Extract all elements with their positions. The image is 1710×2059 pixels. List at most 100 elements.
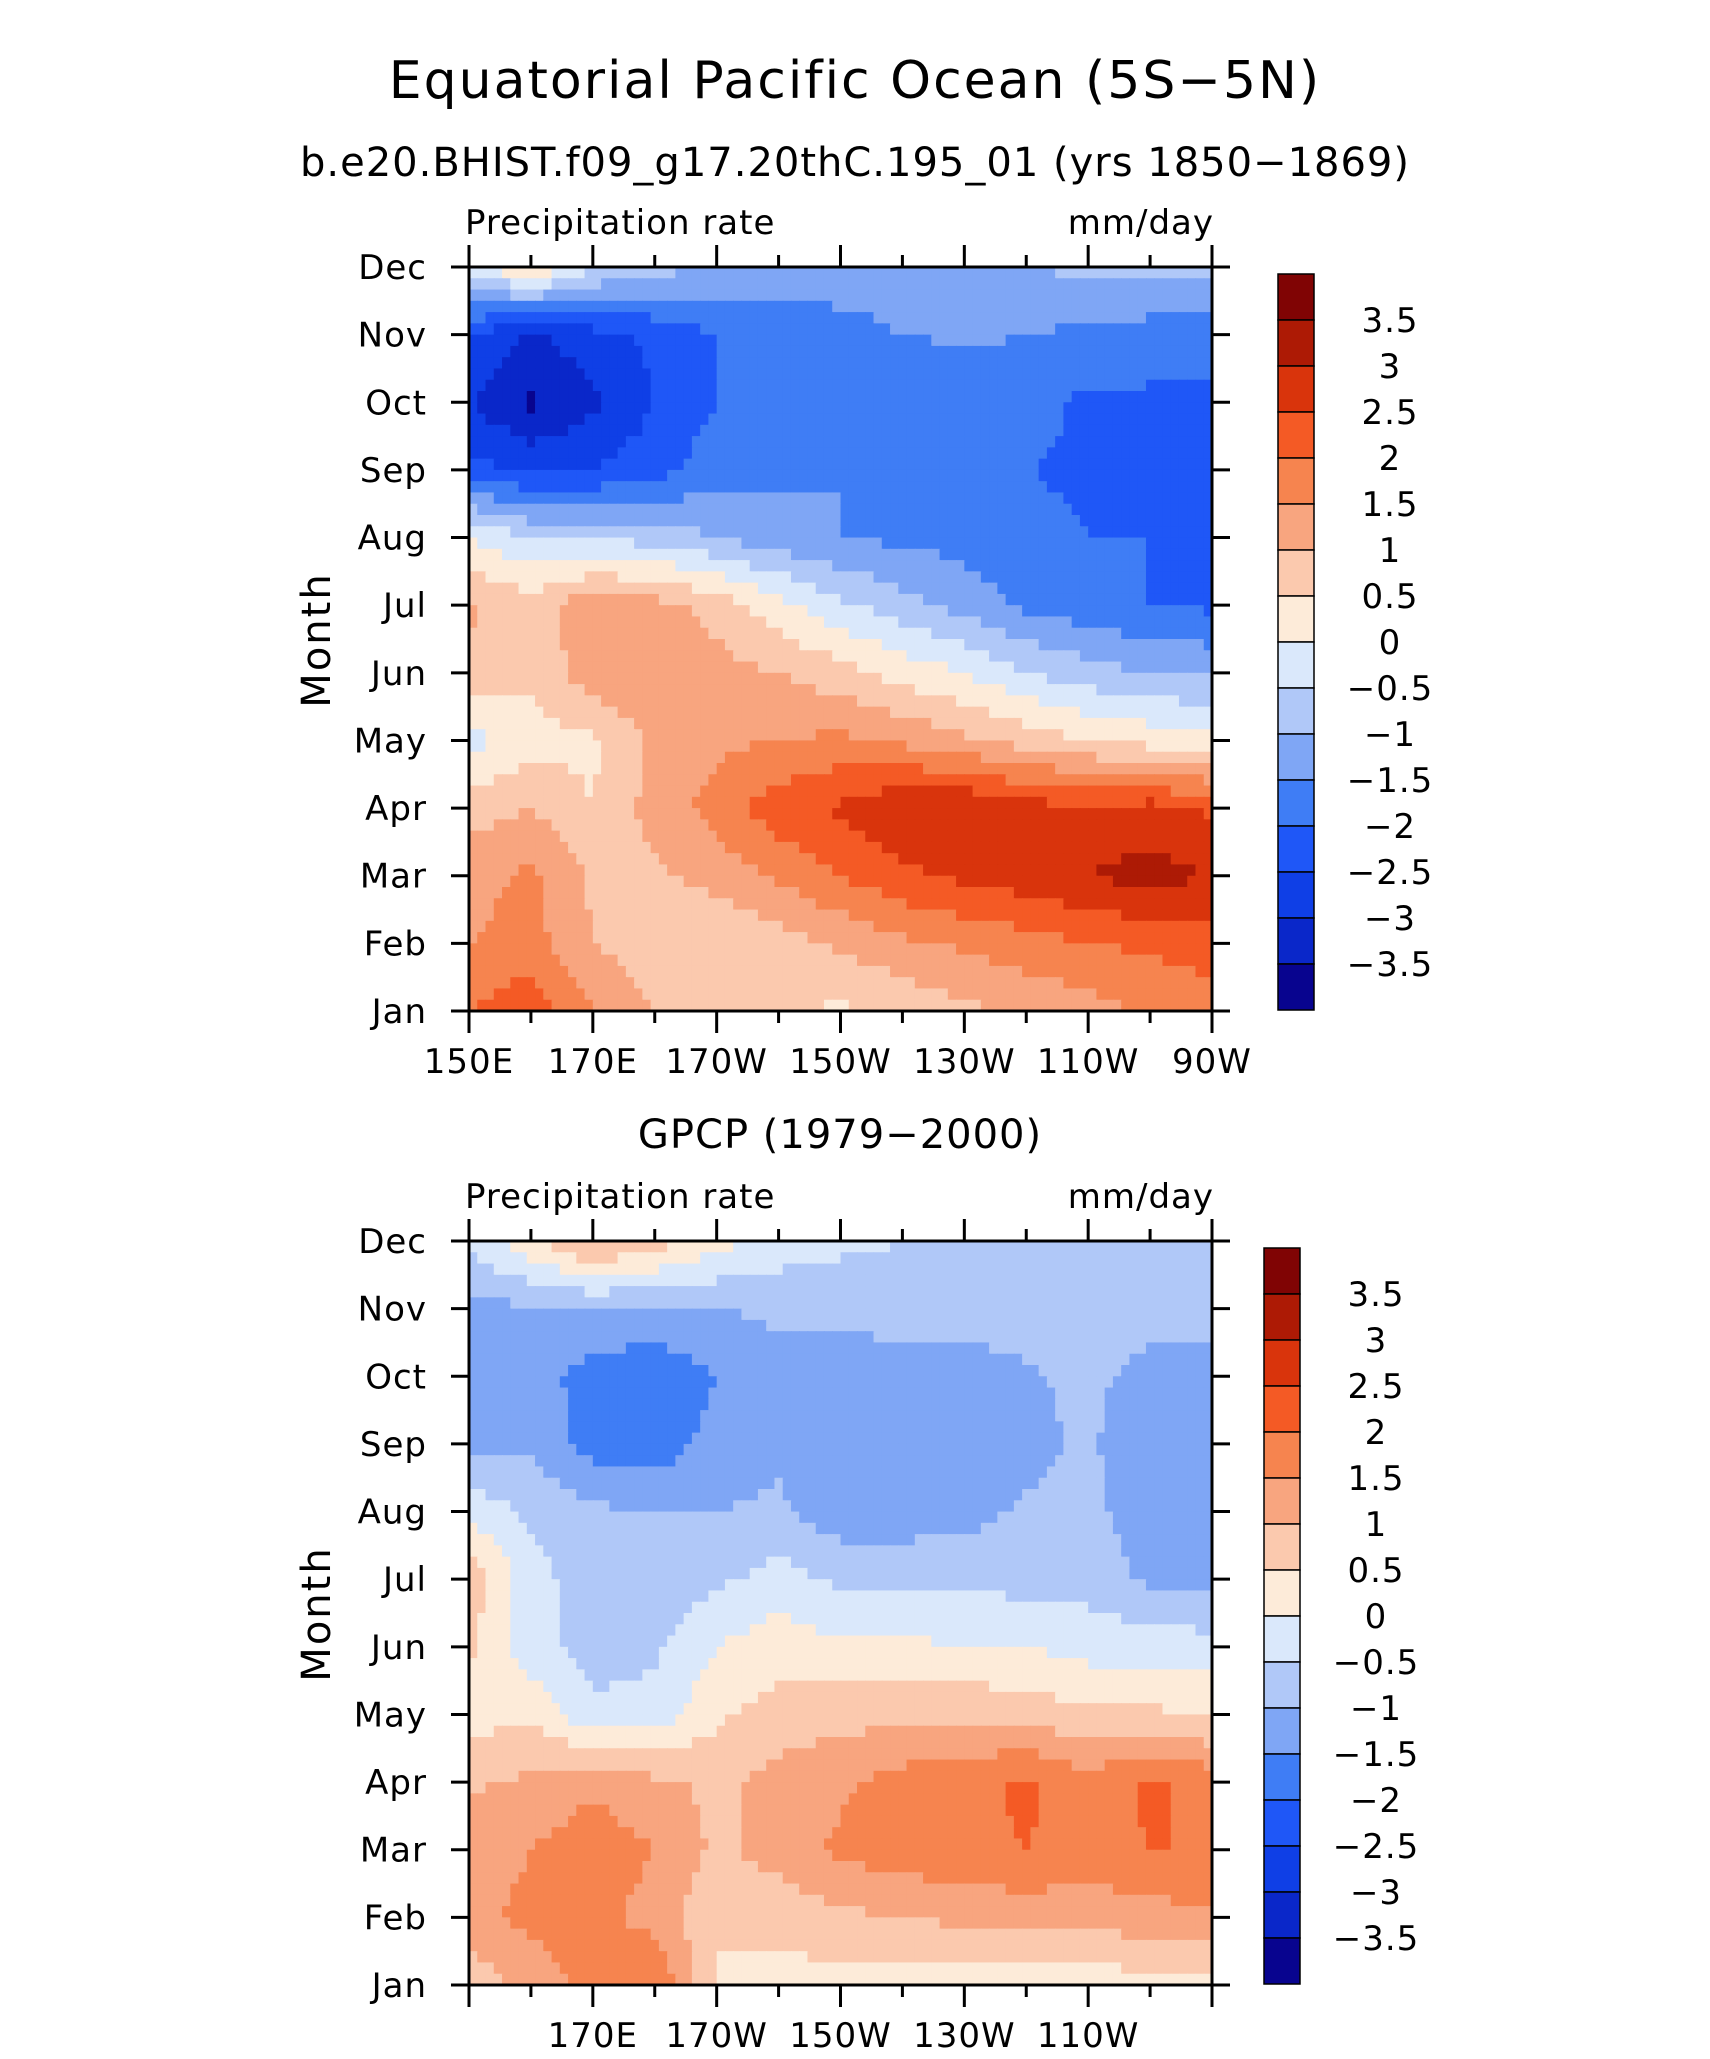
contour-cell [890,267,899,279]
contour-cell [840,661,850,674]
contour-cell [1104,740,1114,753]
contour-cell [923,515,933,527]
contour-cell [493,808,503,821]
contour-cell [782,684,792,697]
contour-cell [568,402,578,415]
contour-cell [840,853,850,866]
contour-cell [799,289,809,302]
contour-cell [477,368,487,381]
contour-cell [708,447,718,460]
contour-cell [601,368,611,381]
contour-cell [931,751,941,764]
contour-cell [757,537,767,550]
contour-cell [1178,706,1188,719]
contour-cell [931,650,941,663]
contour-cell [1195,650,1205,663]
contour-cell [1071,481,1081,494]
contour-cell [683,312,693,325]
contour-cell [881,650,891,663]
contour-cell [1088,357,1098,370]
contour-cell [1022,345,1032,358]
contour-cell [1096,469,1106,482]
contour-cell [997,571,1007,584]
contour-cell [782,706,792,719]
contour-cell [1088,402,1098,415]
contour-cell [733,729,743,742]
contour-cell [923,267,933,279]
contour-cell [700,605,710,618]
contour-cell [898,706,908,719]
contour-cell [625,526,635,539]
contour-cell [543,526,553,539]
contour-cell [1162,469,1172,482]
contour-cell [1195,616,1205,629]
contour-cell [931,334,941,347]
contour-cell [477,706,487,719]
contour-cell [1096,323,1106,336]
contour-cell [1203,267,1212,279]
contour-cell [1088,751,1098,764]
contour-cell [1005,447,1015,460]
contour-cell [1129,526,1139,539]
contour-cell [642,650,652,663]
contour-cell [1112,526,1122,539]
contour-cell [1013,548,1023,561]
contour-cell [1154,695,1164,708]
contour-cell [914,458,924,471]
contour-cell [898,841,908,854]
contour-cell [964,717,974,730]
contour-cell [1063,639,1073,651]
contour-cell [526,548,536,561]
contour-cell [782,582,792,595]
contour-cell [1079,492,1089,505]
contour-cell [989,481,999,494]
contour-cell [972,639,982,651]
contour-cell [708,334,718,347]
contour-cell [1112,593,1122,606]
contour-cell [997,864,1007,877]
contour-cell [881,402,891,415]
contour-cell [832,526,842,539]
contour-cell [749,424,759,437]
contour-cell [766,300,776,313]
contour-cell [642,492,652,505]
contour-cell [749,458,759,471]
contour-cell [1104,639,1114,651]
contour-cell [667,548,677,561]
contour-cell [807,368,817,381]
contour-cell [1112,357,1122,370]
contour-cell [1013,695,1023,708]
contour-cell [749,751,759,764]
contour-cell [898,605,908,618]
contour-cell [1145,853,1155,866]
contour-cell [931,763,941,775]
contour-cell [625,639,635,651]
contour-cell [1121,571,1131,584]
contour-cell [551,661,561,674]
contour-cell [601,661,611,674]
contour-cell [576,616,586,629]
contour-cell [708,458,718,471]
contour-cell [972,740,982,753]
contour-cell [584,672,594,685]
contour-cell [526,312,536,325]
contour-cell [823,413,833,426]
contour-cell [1022,560,1032,573]
contour-cell [989,436,999,449]
contour-cell [832,458,842,471]
contour-cell [1187,537,1197,550]
contour-cell [708,841,718,854]
contour-cell [1203,413,1212,426]
contour-cell [832,661,842,674]
contour-cell [733,650,743,663]
contour-cell [667,841,677,854]
contour-cell [840,345,850,358]
contour-cell [749,717,759,730]
contour-cell [906,469,916,482]
contour-cell [799,526,809,539]
contour-cell [865,300,875,313]
contour-cell [667,864,677,877]
contour-cell [815,605,825,618]
contour-cell [634,548,644,561]
contour-cell [1030,312,1040,325]
